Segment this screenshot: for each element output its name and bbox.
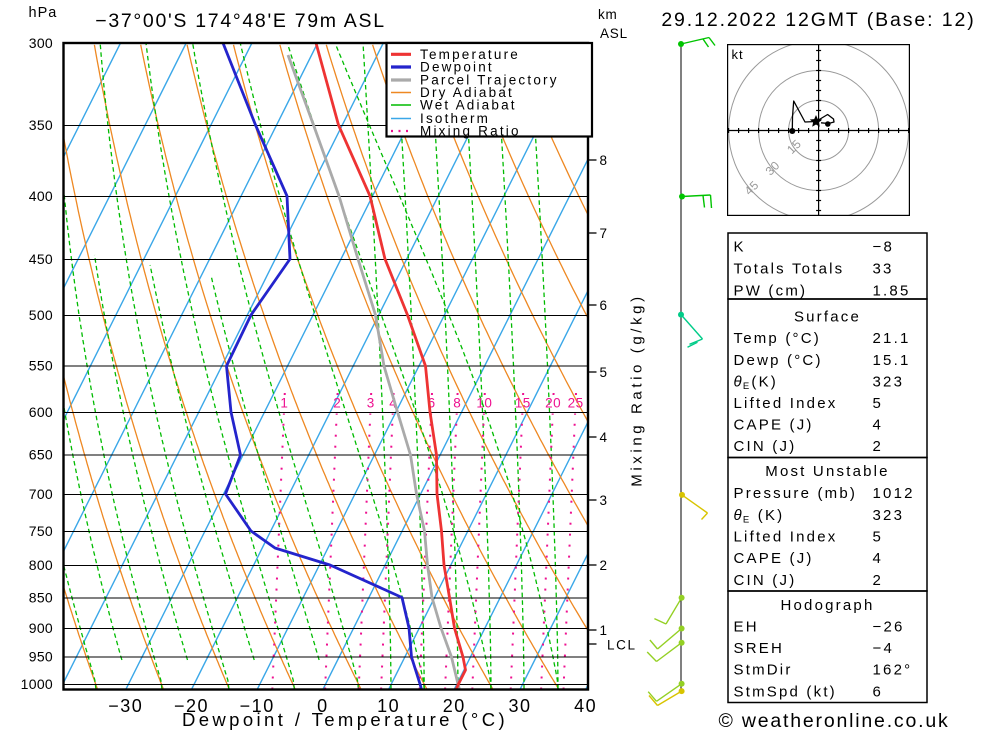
svg-text:5: 5	[873, 529, 884, 546]
svg-text:Dewp (°C): Dewp (°C)	[734, 352, 823, 369]
svg-text:450: 450	[29, 251, 53, 267]
svg-text:Pressure (mb): Pressure (mb)	[734, 485, 858, 502]
svg-text:Surface: Surface	[794, 309, 861, 326]
svg-text:950: 950	[29, 649, 53, 665]
svg-text:SREH: SREH	[734, 640, 784, 657]
svg-text:Mixing Ratio: Mixing Ratio	[420, 124, 521, 139]
svg-text:850: 850	[29, 590, 53, 606]
svg-text:Most Unstable: Most Unstable	[765, 463, 889, 480]
svg-text:StmDir: StmDir	[734, 662, 793, 679]
svg-text:700: 700	[29, 486, 53, 502]
svg-text:2: 2	[333, 396, 341, 411]
svg-text:600: 600	[29, 404, 53, 420]
svg-text:θE(K): θE(K)	[734, 374, 779, 393]
svg-text:Lifted Index: Lifted Index	[734, 395, 838, 412]
svg-text:2: 2	[873, 438, 884, 455]
svg-text:Hodograph: Hodograph	[780, 597, 874, 614]
svg-text:3: 3	[600, 493, 608, 508]
svg-text:323: 323	[873, 507, 905, 524]
svg-text:15.1: 15.1	[873, 352, 911, 369]
svg-text:800: 800	[29, 557, 53, 573]
svg-text:StmSpd (kt): StmSpd (kt)	[734, 684, 837, 701]
svg-text:2: 2	[600, 558, 608, 573]
svg-text:20: 20	[545, 396, 561, 411]
svg-text:25: 25	[568, 396, 584, 411]
svg-text:7: 7	[600, 226, 608, 241]
svg-text:K: K	[734, 239, 746, 256]
svg-text:EH: EH	[734, 619, 759, 636]
svg-text:Dewpoint / Temperature (°C): Dewpoint / Temperature (°C)	[182, 709, 508, 730]
svg-text:LCL: LCL	[607, 638, 637, 653]
svg-text:5: 5	[873, 395, 884, 412]
svg-text:33: 33	[873, 261, 894, 278]
svg-text:29.12.2022 12GMT (Base: 12): 29.12.2022 12GMT (Base: 12)	[661, 9, 975, 31]
svg-text:1: 1	[280, 396, 288, 411]
svg-text:300: 300	[29, 35, 53, 51]
svg-text:15: 15	[515, 396, 531, 411]
svg-text:−4: −4	[873, 640, 895, 657]
svg-text:6: 6	[600, 298, 608, 313]
svg-text:650: 650	[29, 447, 53, 463]
svg-text:750: 750	[29, 523, 53, 539]
svg-text:CAPE (J): CAPE (J)	[734, 550, 814, 567]
svg-text:4: 4	[873, 550, 884, 567]
svg-text:−30: −30	[108, 696, 143, 716]
svg-text:PW (cm): PW (cm)	[734, 282, 808, 299]
svg-text:550: 550	[29, 358, 53, 374]
svg-text:© weatheronline.co.uk: © weatheronline.co.uk	[718, 710, 949, 732]
svg-text:ASL: ASL	[600, 26, 628, 41]
svg-text:8: 8	[453, 396, 461, 411]
svg-text:4: 4	[600, 430, 608, 445]
svg-text:Mixing Ratio (g/kg): Mixing Ratio (g/kg)	[629, 293, 646, 486]
svg-text:1.85: 1.85	[873, 282, 911, 299]
svg-text:5: 5	[600, 365, 608, 380]
svg-text:Temp (°C): Temp (°C)	[734, 330, 821, 347]
svg-text:kt: kt	[732, 47, 744, 62]
svg-text:Totals Totals: Totals Totals	[734, 261, 845, 278]
svg-text:−37°00'S 174°48'E 79m ASL: −37°00'S 174°48'E 79m ASL	[95, 10, 386, 32]
svg-text:400: 400	[29, 188, 53, 204]
svg-text:CIN (J): CIN (J)	[734, 572, 797, 589]
svg-text:162°: 162°	[873, 662, 913, 679]
svg-text:4: 4	[873, 417, 884, 434]
svg-text:500: 500	[29, 307, 53, 323]
svg-text:km: km	[598, 7, 618, 22]
svg-text:8: 8	[600, 153, 608, 168]
svg-text:40: 40	[574, 696, 597, 716]
svg-text:CIN (J): CIN (J)	[734, 438, 797, 455]
svg-text:323: 323	[873, 374, 905, 391]
svg-text:θE (K): θE (K)	[734, 507, 785, 526]
svg-text:Lifted Index: Lifted Index	[734, 529, 838, 546]
svg-text:30: 30	[508, 696, 531, 716]
svg-text:21.1: 21.1	[873, 330, 911, 347]
svg-text:1: 1	[600, 623, 608, 638]
svg-text:350: 350	[29, 117, 53, 133]
svg-text:−8: −8	[873, 239, 895, 256]
svg-text:2: 2	[873, 572, 884, 589]
svg-text:10: 10	[476, 396, 492, 411]
svg-text:900: 900	[29, 620, 53, 636]
svg-text:−26: −26	[873, 619, 905, 636]
svg-text:1000: 1000	[21, 676, 53, 692]
svg-text:hPa: hPa	[29, 5, 58, 21]
svg-text:1012: 1012	[873, 485, 915, 502]
svg-text:6: 6	[873, 684, 884, 701]
svg-text:CAPE (J): CAPE (J)	[734, 417, 814, 434]
svg-text:3: 3	[367, 396, 375, 411]
